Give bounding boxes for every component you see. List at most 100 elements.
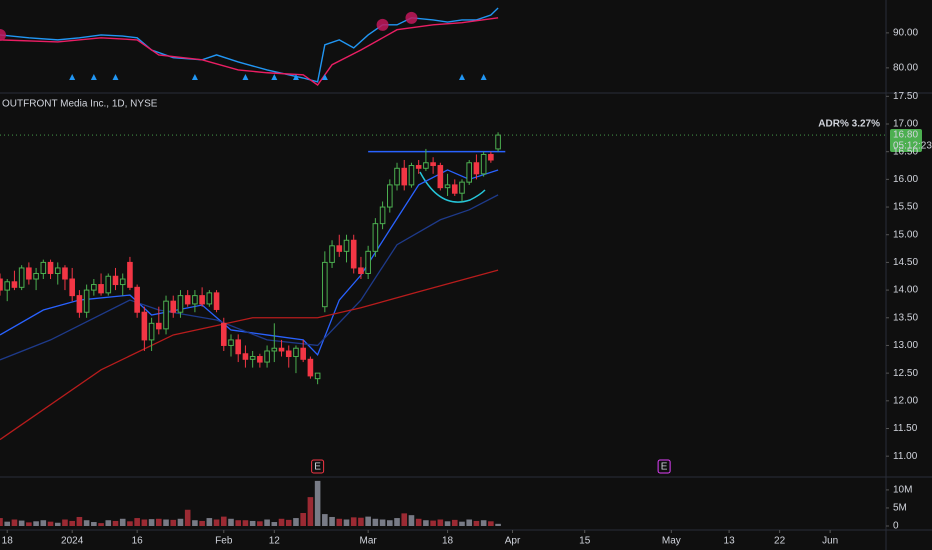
volume-bar bbox=[314, 480, 321, 526]
y-tick-label: 17.00 bbox=[893, 119, 918, 130]
candle-body bbox=[119, 278, 126, 286]
candle-body bbox=[69, 278, 75, 297]
candle-body bbox=[459, 181, 465, 194]
candle-body bbox=[249, 356, 256, 360]
volume-bar bbox=[358, 517, 364, 526]
candle-body bbox=[26, 267, 32, 280]
volume-bar bbox=[33, 521, 39, 526]
x-tick-label: 18 bbox=[442, 536, 454, 547]
candle-body bbox=[394, 167, 400, 186]
volume-bar bbox=[192, 520, 198, 526]
volume-bar bbox=[451, 519, 458, 526]
earnings-label: E bbox=[661, 462, 668, 473]
earnings-label: E bbox=[314, 462, 321, 473]
cup-drawing bbox=[419, 171, 486, 203]
volume-bar bbox=[430, 520, 436, 526]
y-tick-label: 11.00 bbox=[893, 451, 918, 462]
indicator-pane bbox=[0, 7, 499, 86]
volume-bar bbox=[220, 516, 227, 526]
signal-triangle bbox=[191, 74, 198, 80]
earnings-marker bbox=[657, 459, 671, 474]
candle-body bbox=[40, 261, 47, 274]
x-tick-label: Jun bbox=[822, 536, 838, 547]
volume-bar bbox=[322, 514, 328, 526]
y-tick-label: 90.00 bbox=[893, 28, 918, 39]
candle-body bbox=[415, 165, 422, 169]
volume-bar bbox=[444, 521, 451, 526]
volume-bar bbox=[69, 520, 75, 526]
y-tick-label: 0 bbox=[893, 521, 899, 532]
x-tick-label: 22 bbox=[774, 536, 786, 547]
y-tick-label: 17.50 bbox=[893, 91, 918, 102]
volume-bar bbox=[278, 518, 285, 526]
signal-triangle bbox=[69, 74, 76, 80]
price-tag bbox=[890, 129, 922, 152]
signal-triangle bbox=[292, 74, 299, 80]
candle-body bbox=[401, 167, 408, 186]
candle-body bbox=[343, 239, 350, 252]
volume-bar bbox=[293, 518, 299, 526]
volume-bar bbox=[134, 518, 140, 526]
last-price: 16.80 bbox=[893, 130, 918, 141]
volume-bar bbox=[242, 520, 249, 526]
x-tick-label: Apr bbox=[505, 536, 521, 547]
candle-body bbox=[156, 322, 162, 330]
signal-triangle bbox=[480, 74, 487, 80]
candle-body bbox=[473, 162, 480, 175]
candle-body bbox=[4, 281, 11, 291]
volume-bar bbox=[177, 518, 184, 526]
volume-bar bbox=[365, 516, 371, 526]
candle-body bbox=[329, 245, 335, 263]
volume-bar bbox=[235, 520, 242, 526]
y-tick-label: 14.00 bbox=[893, 285, 918, 296]
countdown: 05:12:23 bbox=[893, 141, 932, 152]
volume-bar bbox=[495, 523, 501, 526]
x-tick-label: Feb bbox=[215, 536, 233, 547]
candle-body bbox=[18, 267, 25, 288]
candle-body bbox=[307, 358, 314, 377]
candle-body bbox=[235, 339, 242, 355]
volume-bar bbox=[401, 513, 408, 526]
candle-body bbox=[466, 162, 473, 183]
candle-body bbox=[242, 353, 249, 360]
candle-body bbox=[350, 239, 357, 269]
volume-bar bbox=[285, 519, 292, 526]
candle-body bbox=[257, 356, 263, 363]
indicator-line bbox=[0, 17, 499, 86]
candle-body bbox=[314, 372, 321, 380]
volume-bar bbox=[148, 519, 155, 526]
candle-body bbox=[83, 289, 90, 313]
candle-body bbox=[11, 281, 18, 288]
volume-bar bbox=[4, 521, 11, 526]
candle-body bbox=[264, 350, 270, 363]
volume-bar bbox=[473, 520, 480, 526]
signal-triangle bbox=[90, 74, 97, 80]
candle-body bbox=[206, 292, 213, 305]
x-tick-label: May bbox=[662, 536, 681, 547]
x-tick-label: Mar bbox=[360, 536, 378, 547]
earnings-marker bbox=[311, 459, 325, 474]
candle-body bbox=[54, 267, 61, 274]
candle-body bbox=[488, 153, 494, 161]
volume-bar bbox=[394, 518, 400, 526]
volume-bar bbox=[213, 519, 220, 526]
volume-bar bbox=[300, 513, 306, 526]
volume-bar bbox=[141, 519, 148, 526]
y-tick-label: 12.00 bbox=[893, 395, 918, 406]
volume-bar bbox=[11, 519, 18, 526]
candle-body bbox=[91, 284, 97, 291]
y-tick-label: 80.00 bbox=[893, 63, 918, 74]
candle-body bbox=[163, 300, 169, 330]
signal-triangle bbox=[242, 74, 249, 80]
volume-bar bbox=[54, 522, 61, 526]
candle-body bbox=[379, 206, 386, 225]
candle-body bbox=[112, 275, 119, 286]
candle-body bbox=[285, 350, 292, 358]
volume-bar bbox=[18, 520, 25, 526]
candle-body bbox=[372, 223, 379, 252]
volume-bar bbox=[466, 519, 473, 526]
volume-bar bbox=[62, 519, 68, 526]
